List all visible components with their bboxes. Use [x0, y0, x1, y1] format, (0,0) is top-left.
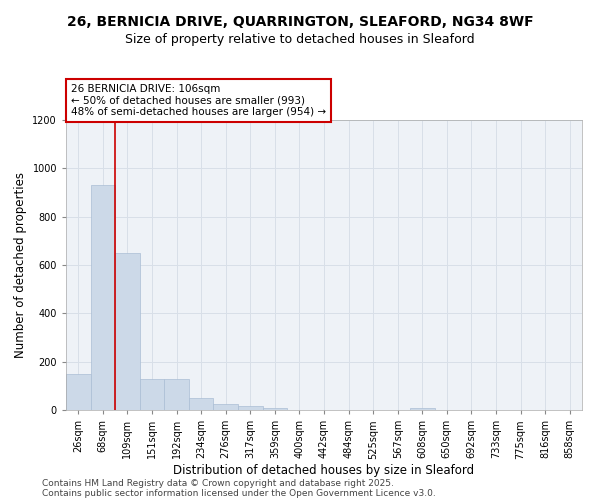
Bar — [115, 253, 140, 410]
Bar — [164, 378, 189, 410]
Bar — [410, 408, 434, 410]
Bar — [263, 408, 287, 410]
Bar — [214, 404, 238, 410]
Text: Size of property relative to detached houses in Sleaford: Size of property relative to detached ho… — [125, 32, 475, 46]
Text: Contains public sector information licensed under the Open Government Licence v3: Contains public sector information licen… — [42, 488, 436, 498]
Text: Contains HM Land Registry data © Crown copyright and database right 2025.: Contains HM Land Registry data © Crown c… — [42, 478, 394, 488]
Bar — [189, 398, 214, 410]
Text: 26, BERNICIA DRIVE, QUARRINGTON, SLEAFORD, NG34 8WF: 26, BERNICIA DRIVE, QUARRINGTON, SLEAFOR… — [67, 15, 533, 29]
Bar — [91, 185, 115, 410]
X-axis label: Distribution of detached houses by size in Sleaford: Distribution of detached houses by size … — [173, 464, 475, 477]
Bar — [238, 406, 263, 410]
Y-axis label: Number of detached properties: Number of detached properties — [14, 172, 27, 358]
Bar — [140, 378, 164, 410]
Text: 26 BERNICIA DRIVE: 106sqm
← 50% of detached houses are smaller (993)
48% of semi: 26 BERNICIA DRIVE: 106sqm ← 50% of detac… — [71, 84, 326, 117]
Bar — [66, 374, 91, 410]
